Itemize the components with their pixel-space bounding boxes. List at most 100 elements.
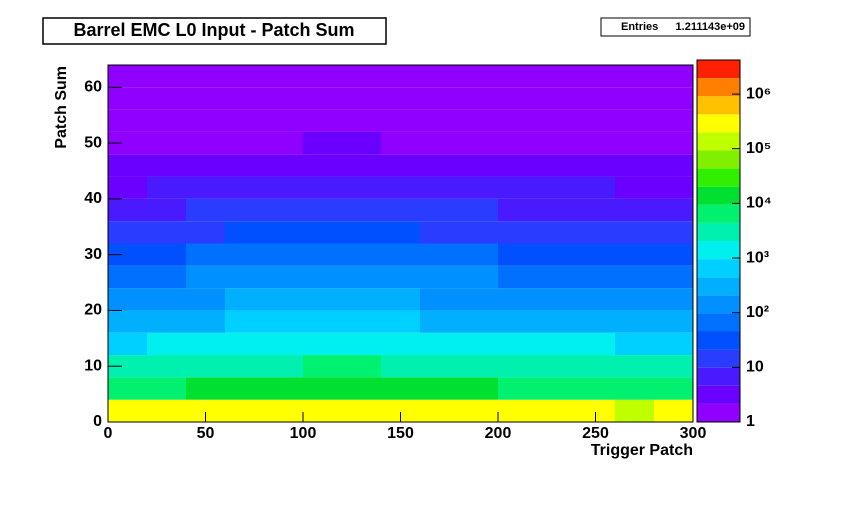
heatmap-cell <box>342 198 381 222</box>
heatmap-cell <box>186 221 225 244</box>
z-tick-label: 10 <box>746 359 764 376</box>
heatmap-cell <box>537 198 576 222</box>
heatmap-cell <box>264 221 303 244</box>
heatmap-cell <box>342 399 381 422</box>
y-tick-label: 20 <box>84 302 102 319</box>
heatmap-cell <box>225 221 264 244</box>
title-box <box>42 17 387 45</box>
color-band <box>697 277 740 296</box>
heatmap-cell <box>147 265 186 289</box>
heatmap-cell <box>654 355 693 378</box>
heatmap-cell <box>459 332 498 356</box>
heatmap-cell <box>654 198 693 222</box>
heatmap-cell <box>303 65 342 88</box>
heatmap-cell <box>147 377 186 400</box>
heatmap-cell <box>225 377 264 400</box>
heatmap-cell <box>264 399 303 422</box>
heatmap-cell <box>420 377 459 400</box>
y-tick-label: 10 <box>84 357 102 374</box>
heatmap-cell <box>576 176 615 199</box>
heatmap-cell <box>654 332 693 356</box>
heatmap-cell <box>654 243 693 266</box>
x-tick-label: 300 <box>680 425 707 442</box>
heatmap-cell <box>420 355 459 378</box>
heatmap-cell <box>108 288 147 311</box>
heatmap-cell <box>459 198 498 222</box>
heatmap-cell <box>498 332 537 356</box>
heatmap-cell <box>654 154 693 177</box>
heatmap-cell <box>537 65 576 88</box>
heatmap-cell <box>615 288 654 311</box>
heatmap-cell <box>264 154 303 177</box>
heatmap-cell <box>147 154 186 177</box>
y-tick-label: 40 <box>84 190 102 207</box>
heatmap-cell <box>381 198 420 222</box>
heatmap-cell <box>381 176 420 199</box>
heatmap-cell <box>381 355 420 378</box>
color-band <box>697 295 740 314</box>
heatmap-cell <box>342 332 381 356</box>
heatmap-cell <box>342 265 381 289</box>
heatmap-cell <box>576 65 615 88</box>
heatmap-cell <box>615 65 654 88</box>
heatmap-cell <box>303 243 342 266</box>
heatmap-cell <box>186 243 225 266</box>
x-tick-label: 0 <box>104 425 113 442</box>
color-band <box>697 349 740 368</box>
x-tick-label: 50 <box>197 425 215 442</box>
heatmap-cell <box>615 176 654 199</box>
heatmap-cell <box>342 355 381 378</box>
heatmap-cell <box>381 131 420 155</box>
heatmap-cell <box>615 265 654 289</box>
heatmap-cell <box>303 377 342 400</box>
heatmap-cell <box>381 377 420 400</box>
heatmap-cell <box>459 154 498 177</box>
heatmap-cell <box>615 221 654 244</box>
heatmap-cell <box>459 399 498 422</box>
heatmap-cell <box>108 154 147 177</box>
chart-title: Barrel EMC L0 Input - Patch Sum <box>73 20 354 40</box>
heatmap-cell <box>108 310 147 333</box>
heatmap-cell <box>108 265 147 289</box>
heatmap-cell <box>264 109 303 132</box>
heatmap-cell <box>654 176 693 199</box>
heatmap-cell <box>420 65 459 88</box>
heatmap-cell <box>459 265 498 289</box>
heatmap-cell <box>186 265 225 289</box>
heatmap-cell <box>303 109 342 132</box>
heatmap-cell <box>108 131 147 155</box>
heatmap-cell <box>303 288 342 311</box>
heatmap-cell <box>303 399 342 422</box>
heatmap-cell <box>459 109 498 132</box>
heatmap-cell <box>576 310 615 333</box>
heatmap-cell <box>459 355 498 378</box>
x-tick-label: 150 <box>387 425 414 442</box>
heatmap-cell <box>186 377 225 400</box>
heatmap-cell <box>225 198 264 222</box>
heatmap-cell <box>108 355 147 378</box>
stats-box <box>600 17 751 37</box>
heatmap-cell <box>420 399 459 422</box>
heatmap-cell <box>147 131 186 155</box>
heatmap-cell <box>381 399 420 422</box>
heatmap-cell <box>342 221 381 244</box>
heatmap-cell <box>303 87 342 110</box>
color-band <box>697 60 740 79</box>
z-tick-label: 10⁵ <box>746 140 771 157</box>
heatmap-cell <box>459 131 498 155</box>
heatmap-cell <box>420 131 459 155</box>
heatmap-cell <box>147 399 186 422</box>
z-tick-label: 10⁶ <box>746 85 771 102</box>
heatmap-cell <box>381 288 420 311</box>
heatmap-cell <box>225 87 264 110</box>
heatmap-cell <box>303 310 342 333</box>
heatmap-cell <box>381 154 420 177</box>
x-axis-label: Trigger Patch <box>591 442 693 459</box>
heatmap-cell <box>576 265 615 289</box>
heatmap-cell <box>654 399 693 422</box>
heatmap-cell <box>420 310 459 333</box>
heatmap-cell <box>654 87 693 110</box>
heatmap-cell <box>615 399 654 422</box>
heatmap-cell <box>225 243 264 266</box>
heatmap-cell <box>420 243 459 266</box>
